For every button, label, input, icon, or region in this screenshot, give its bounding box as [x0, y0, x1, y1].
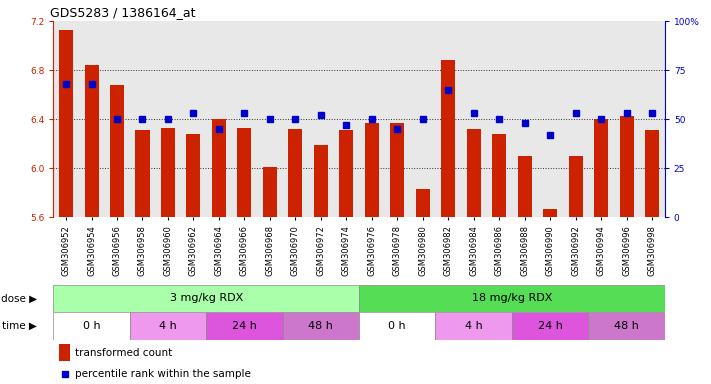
Text: time ▶: time ▶ — [2, 321, 37, 331]
Bar — [129, 312, 206, 340]
Text: 0 h: 0 h — [388, 321, 406, 331]
Bar — [512, 312, 589, 340]
Bar — [283, 312, 359, 340]
Text: 18 mg/kg RDX: 18 mg/kg RDX — [471, 293, 552, 303]
Bar — [237, 128, 252, 217]
Bar — [492, 134, 506, 217]
Bar — [442, 60, 455, 217]
Bar — [314, 145, 328, 217]
Bar — [416, 189, 429, 217]
Bar — [339, 130, 353, 217]
Bar — [594, 119, 608, 217]
Text: 24 h: 24 h — [538, 321, 562, 331]
Bar — [53, 285, 359, 312]
Bar — [85, 65, 99, 217]
Text: 4 h: 4 h — [159, 321, 177, 331]
Bar — [589, 312, 665, 340]
Bar — [543, 209, 557, 217]
Bar — [186, 134, 201, 217]
Text: transformed count: transformed count — [75, 348, 172, 358]
Bar — [110, 85, 124, 217]
Bar — [619, 116, 634, 217]
Text: dose ▶: dose ▶ — [1, 293, 37, 303]
Bar — [263, 167, 277, 217]
Bar — [518, 156, 532, 217]
Bar — [359, 312, 435, 340]
Text: 48 h: 48 h — [614, 321, 639, 331]
Bar — [161, 128, 175, 217]
Bar — [390, 123, 405, 217]
Bar — [212, 119, 226, 217]
Text: percentile rank within the sample: percentile rank within the sample — [75, 369, 250, 379]
Text: 24 h: 24 h — [232, 321, 257, 331]
Text: 48 h: 48 h — [309, 321, 333, 331]
Bar — [435, 312, 512, 340]
Bar — [136, 130, 149, 217]
Bar — [59, 30, 73, 217]
Bar — [569, 156, 582, 217]
Text: GDS5283 / 1386164_at: GDS5283 / 1386164_at — [50, 5, 196, 18]
Bar — [289, 129, 302, 217]
Text: 0 h: 0 h — [82, 321, 100, 331]
Bar — [359, 285, 665, 312]
Bar — [466, 129, 481, 217]
Bar — [60, 344, 70, 361]
Bar — [365, 123, 379, 217]
Text: 3 mg/kg RDX: 3 mg/kg RDX — [169, 293, 243, 303]
Bar — [645, 130, 659, 217]
Text: 4 h: 4 h — [465, 321, 483, 331]
Bar — [53, 312, 129, 340]
Bar — [206, 312, 283, 340]
